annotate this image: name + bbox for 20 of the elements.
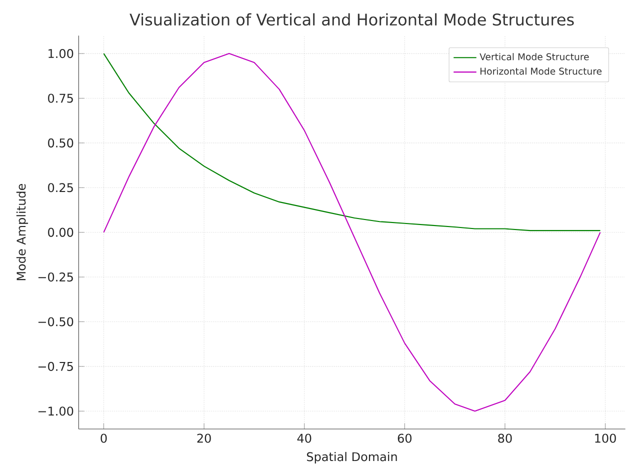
y-tick-label: −0.25 (38, 272, 73, 282)
y-tick-label: −0.75 (38, 362, 73, 371)
y-tick-label: 0.00 (48, 228, 74, 237)
legend-label: Vertical Mode Structure (480, 53, 589, 60)
y-tick-label: 0.25 (48, 183, 73, 192)
x-tick-label: 80 (498, 434, 512, 443)
x-axis-title: Spatial Domain (306, 452, 397, 464)
y-tick-label: −0.50 (38, 317, 74, 326)
x-tick-label: 40 (297, 434, 312, 443)
legend-label: Horizontal Mode Structure (480, 67, 602, 75)
y-tick-label: 0.75 (48, 94, 73, 103)
y-axis-title: Mode Amplitude (16, 184, 28, 280)
chart-title: Visualization of Vertical and Horizontal Mode Structures (130, 13, 574, 26)
x-tick-label: 60 (398, 434, 412, 443)
y-tick-label: 1.00 (48, 49, 74, 58)
y-tick-label: 0.50 (48, 138, 74, 148)
x-tick-label: 20 (197, 434, 211, 443)
x-tick-label: 100 (595, 434, 616, 443)
x-tick-label: 0 (100, 434, 107, 443)
y-tick-label: −1.00 (38, 406, 74, 416)
